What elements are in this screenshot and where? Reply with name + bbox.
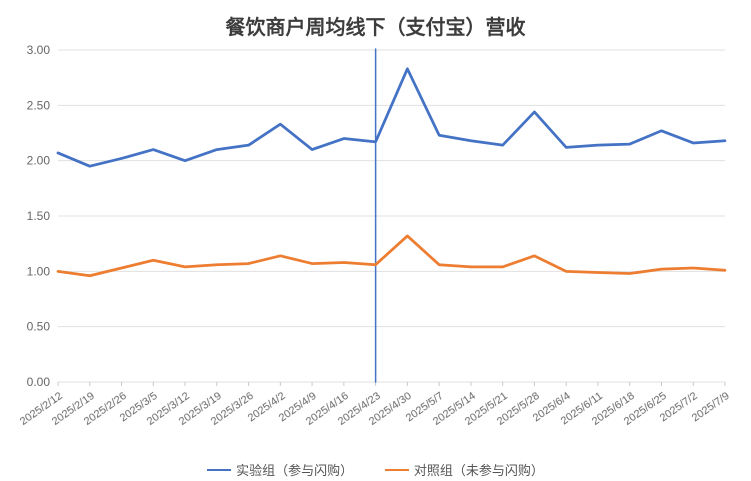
svg-text:3.00: 3.00 <box>27 43 51 57</box>
svg-text:1.00: 1.00 <box>27 264 51 278</box>
svg-text:0.50: 0.50 <box>27 320 51 334</box>
svg-text:2.50: 2.50 <box>27 98 51 112</box>
svg-text:0.00: 0.00 <box>27 375 51 389</box>
svg-text:1.50: 1.50 <box>27 209 51 223</box>
svg-text:2.00: 2.00 <box>27 154 51 168</box>
